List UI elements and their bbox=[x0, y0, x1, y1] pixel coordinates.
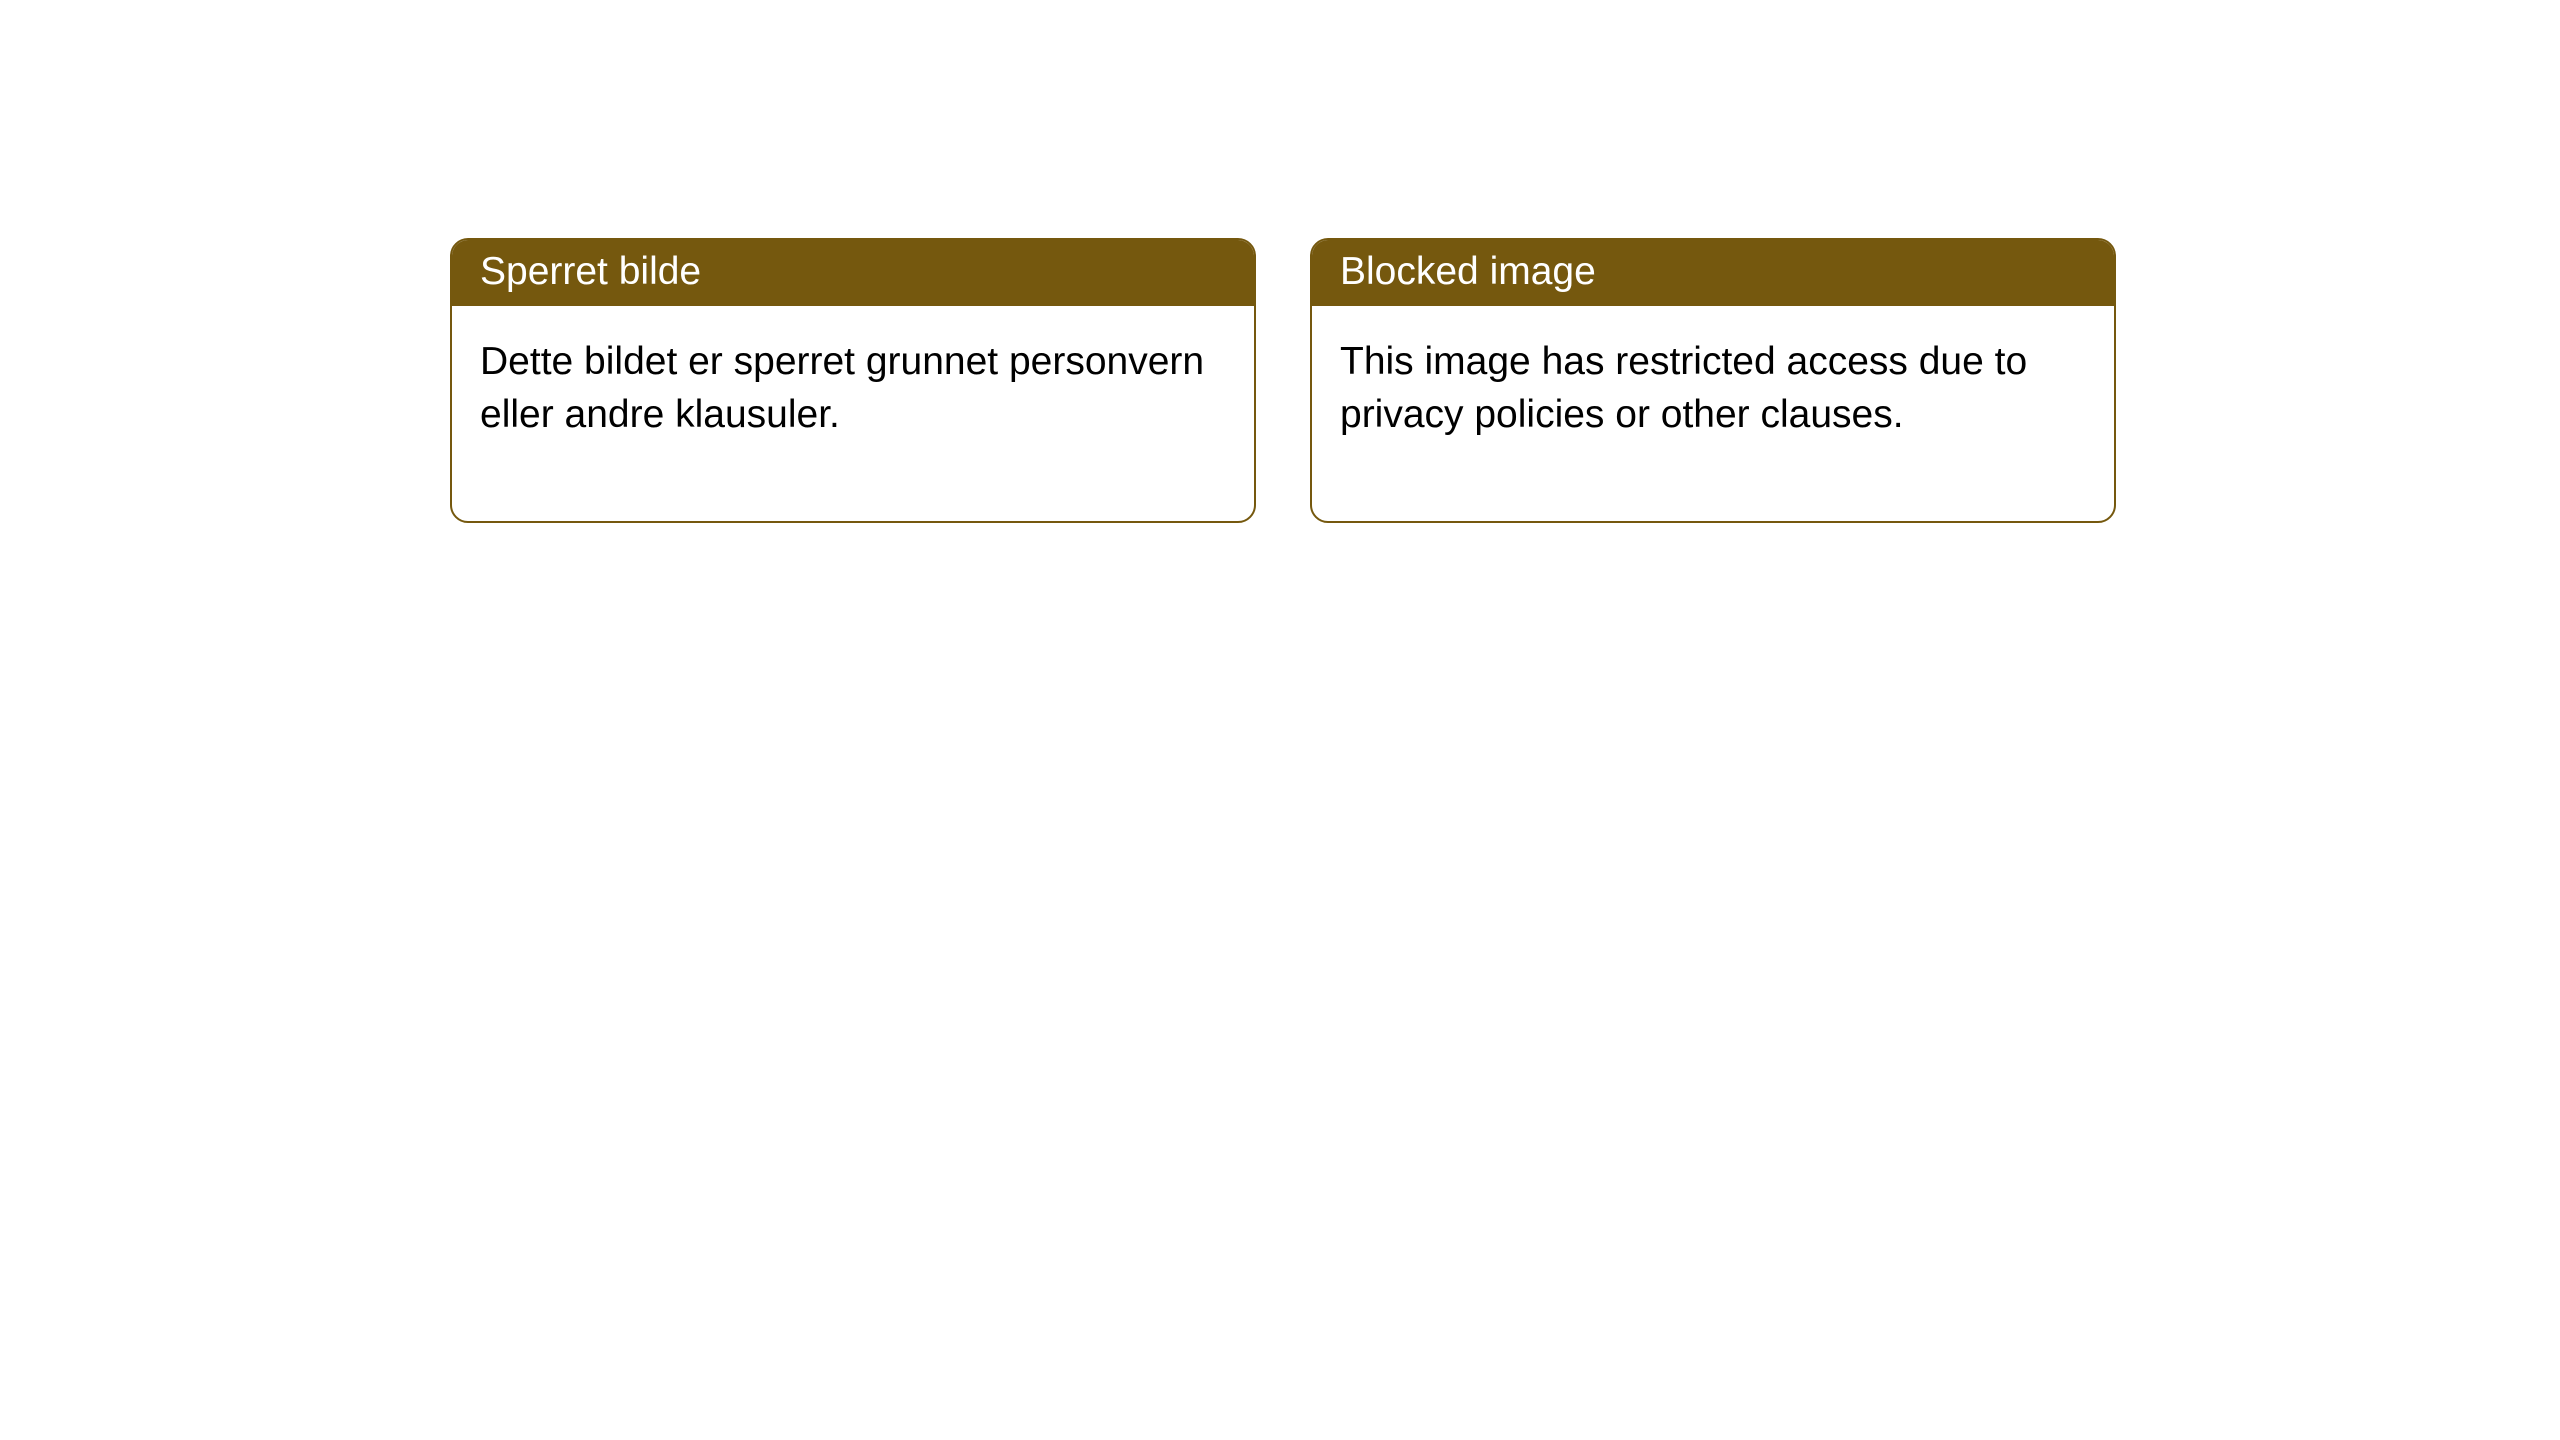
notice-card-no: Sperret bilde Dette bildet er sperret gr… bbox=[450, 238, 1256, 523]
notice-card-en: Blocked image This image has restricted … bbox=[1310, 238, 2116, 523]
notice-body-no: Dette bildet er sperret grunnet personve… bbox=[452, 306, 1254, 521]
notice-container: Sperret bilde Dette bildet er sperret gr… bbox=[450, 238, 2116, 523]
notice-header-en: Blocked image bbox=[1312, 240, 2114, 306]
notice-body-en: This image has restricted access due to … bbox=[1312, 306, 2114, 521]
notice-header-no: Sperret bilde bbox=[452, 240, 1254, 306]
